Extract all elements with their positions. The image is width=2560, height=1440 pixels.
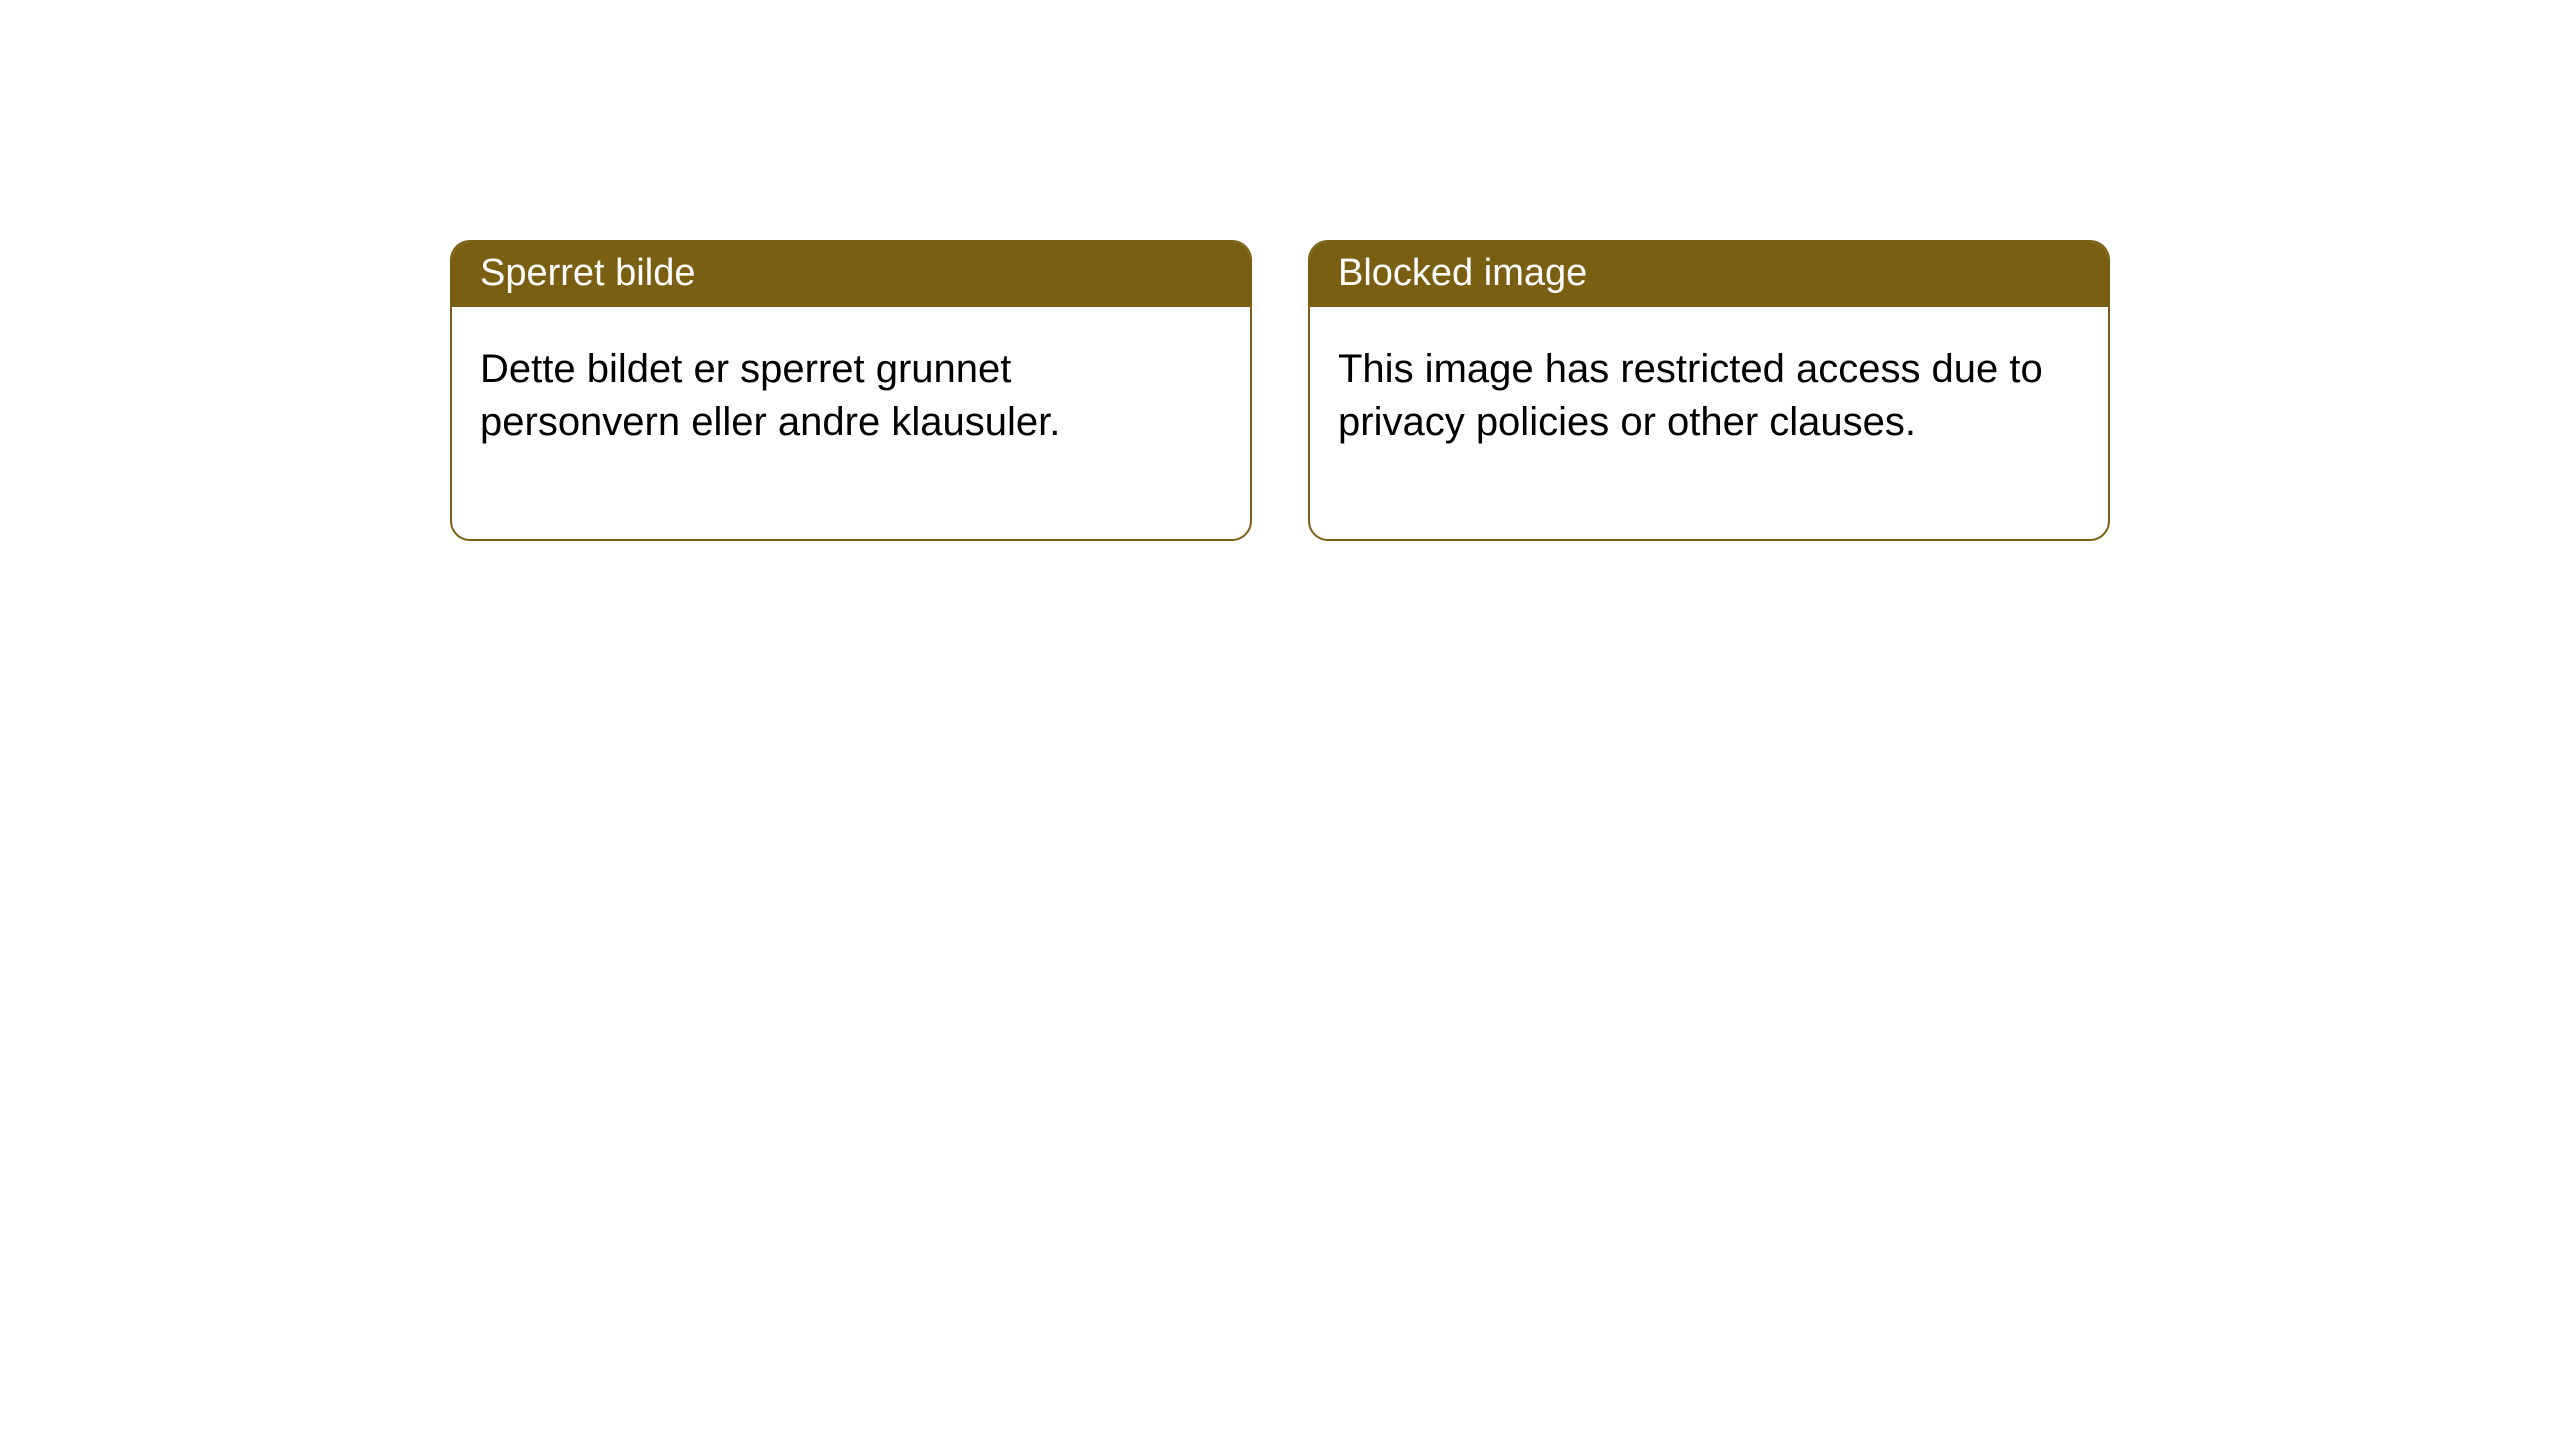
notice-card-title: Sperret bilde: [452, 242, 1250, 307]
notice-card-body: This image has restricted access due to …: [1310, 307, 2108, 539]
notice-card-left: Sperret bilde Dette bildet er sperret gr…: [450, 240, 1252, 541]
notice-card-title: Blocked image: [1310, 242, 2108, 307]
notice-card-body: Dette bildet er sperret grunnet personve…: [452, 307, 1250, 539]
notice-card-right: Blocked image This image has restricted …: [1308, 240, 2110, 541]
notice-container: Sperret bilde Dette bildet er sperret gr…: [450, 240, 2110, 541]
